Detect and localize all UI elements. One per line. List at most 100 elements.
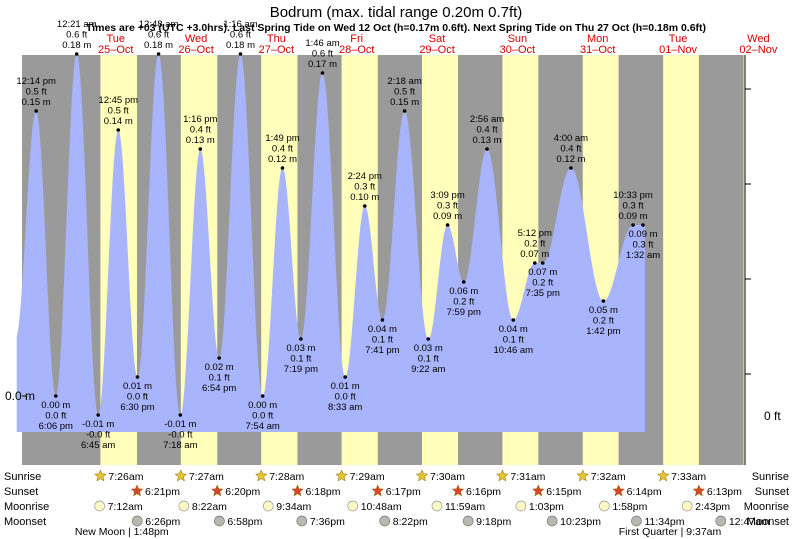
extremum-label: 2:24 pm (348, 171, 382, 182)
extremum-label: 2:56 am (470, 114, 504, 125)
extremum-dot (362, 204, 367, 208)
extremum-label: 0.1 ft (290, 354, 311, 365)
moonset-icon (462, 515, 474, 527)
right-axis-label: 0 ft (764, 409, 781, 423)
extremum-dot (601, 299, 606, 303)
extremum-dot (426, 337, 431, 341)
day-date: 30–Oct (500, 44, 535, 56)
extremum-label: -0.01 m (82, 419, 114, 430)
extremum-dot (217, 356, 221, 360)
extremum-label: 0.06 m (449, 286, 478, 297)
extremum-label: 0.18 m (144, 40, 173, 51)
extremum-label: 0.01 m (331, 381, 360, 392)
moonrise-time: 1:58pm (612, 501, 647, 513)
sunset-icon (531, 484, 545, 497)
tide-curve (16, 54, 645, 432)
extremum-label: 0.12 m (556, 154, 585, 165)
extremum-label: 0.09 m (619, 211, 648, 222)
extremum-label: 0.0 ft (127, 392, 148, 403)
extremum-label: 1:16 pm (183, 114, 217, 125)
extremum-dot (299, 337, 303, 341)
day-date: 26–Oct (178, 44, 213, 56)
extremum-label: 0.01 m (123, 381, 152, 392)
extremum-label: 0.6 ft (312, 49, 333, 60)
moonset-icon (379, 515, 391, 527)
extremum-label: 0.0 ft (45, 411, 66, 422)
extremum-label: 6:45 am (81, 440, 115, 451)
extremum-label: 1:49 pm (265, 133, 299, 144)
extremum-dot (96, 413, 100, 417)
moonrise-icon (681, 500, 693, 512)
extremum-dot (116, 128, 121, 132)
extremum-label: 12:45 pm (98, 95, 138, 106)
moonset-time: 9:18pm (476, 516, 511, 528)
tide-area (16, 54, 645, 432)
moonset-icon (296, 515, 308, 527)
extremum-label: 0.2 ft (532, 278, 553, 289)
extremum-label: 0.1 ft (372, 335, 393, 346)
extremum-label: 0.3 ft (632, 240, 653, 251)
extremum-dot (320, 71, 325, 75)
extremum-dot (540, 261, 545, 265)
moonrise-time: 2:43pm (695, 501, 730, 513)
extremum-label: 0.1 ft (209, 373, 230, 384)
sunset-icon (692, 484, 706, 497)
sunset-time: 6:21pm (145, 486, 180, 498)
extremum-dot (280, 166, 285, 170)
sunset-time: 6:16pm (466, 486, 501, 498)
extremum-label: 0.05 m (589, 305, 618, 316)
extremum-label: 0.03 m (414, 343, 443, 354)
extremum-dot (198, 147, 203, 151)
extremum-label: 2:18 am (387, 76, 421, 87)
extremum-label: 0.03 m (286, 343, 315, 354)
sunrise-icon (656, 469, 670, 482)
extremum-label: -0.01 m (164, 419, 196, 430)
extremum-label: 1:42 pm (586, 326, 620, 337)
extremum-label: 0.02 m (205, 362, 234, 373)
sunset-icon (130, 484, 144, 497)
extremum-label: 0.14 m (104, 116, 133, 127)
extremum-label: 0.3 ft (437, 201, 458, 212)
moonrise-icon (178, 500, 190, 512)
row-label-left: Sunset (4, 486, 38, 498)
extremum-label: 10:33 pm (613, 190, 653, 201)
extremum-label: 0.3 ft (622, 201, 643, 212)
sunset-icon (291, 484, 304, 497)
moonset-time: 6:26pm (145, 516, 180, 528)
extremum-label: 6:54 pm (202, 383, 236, 394)
moon-phase-label: New Moon | 1:48pm (75, 526, 169, 538)
moonrise-icon (431, 500, 443, 512)
extremum-dot (402, 109, 407, 113)
extremum-label: 10:46 am (493, 345, 533, 356)
moonrise-time: 9:34am (276, 501, 311, 513)
day-date: 25–Oct (98, 44, 133, 56)
moonrise-time: 11:59am (445, 501, 485, 513)
extremum-dot (238, 52, 243, 56)
extremum-label: 0.13 m (473, 135, 502, 146)
day-name: Mon (587, 33, 608, 45)
header: Bodrum (max. tidal range 0.20m 0.7ft) Ti… (86, 4, 706, 34)
sun-moon-rows: Sunrise Sunrise Sunset Sunset Moonrise Moonri… (4, 469, 789, 538)
extremum-dot (641, 223, 645, 227)
sunrise-icon (415, 469, 429, 482)
extremum-dot (445, 223, 450, 227)
day-date: 29–Oct (419, 44, 454, 56)
day-name: Thu (267, 33, 286, 45)
extremum-label: 7:18 am (163, 440, 197, 451)
extrema-labels: 12:14 pm0.5 ft0.15 m0.00 m0.0 ft6:06 pm1… (16, 19, 660, 451)
extremum-label: 6:30 pm (120, 402, 154, 413)
sunrise-time: 7:27am (189, 471, 224, 483)
moonrise-time: 8:22am (192, 501, 227, 513)
moonrise-icon (598, 500, 610, 512)
row-label-right: Sunset (755, 486, 789, 498)
moonset-time: 7:36pm (310, 516, 345, 528)
extremum-label: 0.07 m (520, 249, 549, 260)
extremum-label: 0.6 ft (230, 30, 251, 41)
extremum-label: 0.2 ft (593, 316, 614, 327)
sunrise-time: 7:29am (350, 471, 385, 483)
extremum-dot (34, 109, 38, 113)
extremum-label: 0.5 ft (26, 87, 47, 98)
extremum-label: 12:48 am (139, 19, 179, 30)
extremum-label: 1:16 am (223, 19, 257, 30)
